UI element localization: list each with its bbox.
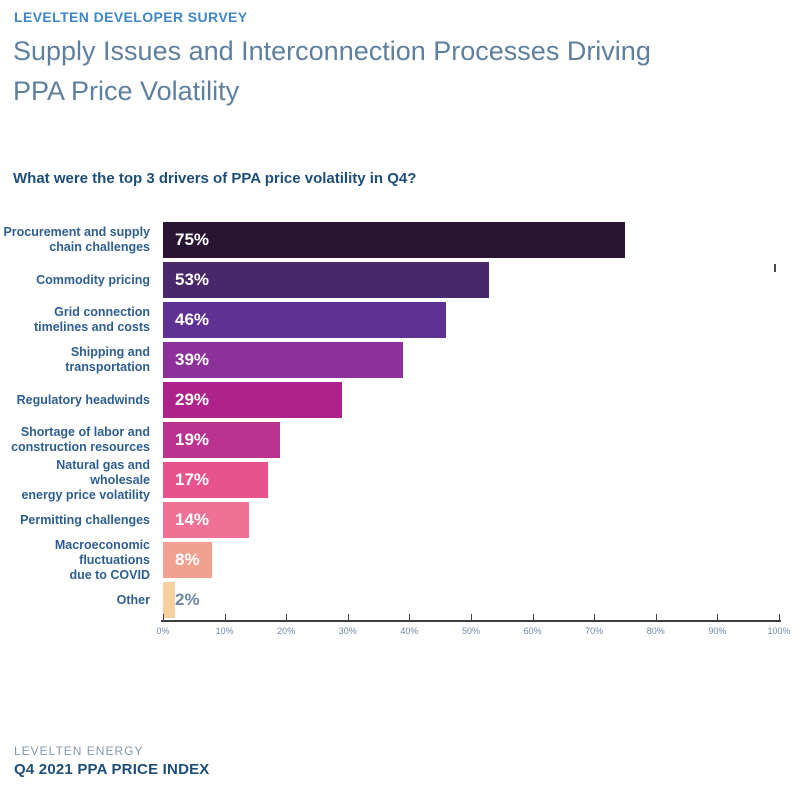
category-label: Shipping and transportation bbox=[65, 345, 150, 374]
bar-regulatory-headwinds: 29% bbox=[163, 382, 342, 418]
x-tick-label: 80% bbox=[646, 626, 665, 636]
page-title-line2: PPA Price Volatility bbox=[13, 76, 240, 106]
x-tick-label: 30% bbox=[338, 626, 357, 636]
bar-grid-connection: 46% bbox=[163, 302, 447, 338]
bar-natural-gas-volatility: 17% bbox=[163, 462, 268, 498]
bar-chart: Procurement and supply chain challenges … bbox=[0, 220, 800, 670]
x-axis: 0% 10% 20% 30% 40% 50% 60% 70% 80% 90% 1… bbox=[156, 614, 791, 642]
x-tick-label: 60% bbox=[523, 626, 542, 636]
bar-row: Other 2% bbox=[0, 580, 800, 620]
value-label: 39% bbox=[175, 350, 210, 369]
category-label: Other bbox=[116, 592, 150, 607]
survey-eyebrow: LEVELTEN DEVELOPER SURVEY bbox=[14, 9, 248, 25]
value-label: 8% bbox=[175, 550, 200, 569]
value-label: 2% bbox=[175, 590, 200, 609]
category-label: Permitting challenges bbox=[20, 512, 150, 527]
category-label: Procurement and supply chain challenges bbox=[3, 225, 150, 254]
value-label: 53% bbox=[175, 270, 210, 289]
value-label: 29% bbox=[175, 390, 210, 409]
footer-brand: LEVELTEN ENERGY bbox=[14, 744, 144, 758]
x-tick-label: 0% bbox=[156, 626, 170, 636]
chart-question: What were the top 3 drivers of PPA price… bbox=[13, 170, 417, 187]
value-label: 46% bbox=[175, 310, 210, 329]
footer-report-title: Q4 2021 PPA PRICE INDEX bbox=[14, 761, 210, 778]
category-label: Macroeconomic fluctuations due to COVID bbox=[54, 537, 150, 582]
bar-row: Commodity pricing 53% bbox=[0, 260, 800, 300]
x-tick-label: 100% bbox=[767, 626, 791, 636]
category-label: Commodity pricing bbox=[36, 272, 150, 287]
bar-row: Regulatory headwinds 29% bbox=[0, 380, 800, 420]
bar-shipping-transportation: 39% bbox=[163, 342, 404, 378]
footer: LEVELTEN ENERGY Q4 2021 PPA PRICE INDEX bbox=[14, 744, 210, 778]
bar-procurement-supply-chain: 75% bbox=[163, 222, 625, 258]
category-label: Grid connection timelines and costs bbox=[33, 305, 150, 334]
bar-row: Procurement and supply chain challenges … bbox=[0, 220, 800, 260]
category-label: Regulatory headwinds bbox=[16, 392, 150, 407]
bar-row: Macroeconomic fluctuations due to COVID … bbox=[0, 537, 800, 582]
bar-other: 2% bbox=[163, 582, 200, 618]
x-tick-label: 10% bbox=[215, 626, 234, 636]
value-label: 75% bbox=[175, 230, 210, 249]
value-label: 19% bbox=[175, 430, 210, 449]
value-label: 14% bbox=[175, 510, 210, 529]
artifact-mark bbox=[774, 264, 776, 272]
bar-macroeconomic-covid: 8% bbox=[163, 542, 213, 578]
category-label: Shortage of labor and construction resou… bbox=[11, 425, 150, 454]
value-label: 17% bbox=[175, 470, 210, 489]
x-tick-label: 20% bbox=[277, 626, 296, 636]
page-title-line1: Supply Issues and Interconnection Proces… bbox=[13, 36, 651, 66]
x-axis-line bbox=[161, 620, 781, 622]
x-tick-label: 50% bbox=[461, 626, 481, 636]
bar-row: Grid connection timelines and costs 46% bbox=[0, 300, 800, 340]
x-tick-label: 40% bbox=[400, 626, 419, 636]
bar-row: Natural gas and wholesale energy price v… bbox=[0, 457, 800, 502]
x-tick-label: 90% bbox=[708, 626, 727, 636]
bar-commodity-pricing: 53% bbox=[163, 262, 490, 298]
x-tick-label: 70% bbox=[585, 626, 604, 636]
bar-row: Shipping and transportation 39% bbox=[0, 340, 800, 380]
bar-permitting-challenges: 14% bbox=[163, 502, 250, 538]
category-label: Natural gas and wholesale energy price v… bbox=[21, 457, 150, 502]
bar-row: Shortage of labor and construction resou… bbox=[0, 420, 800, 460]
bar-labor-shortage: 19% bbox=[163, 422, 281, 458]
page-title: Supply Issues and Interconnection Proces… bbox=[13, 31, 651, 111]
bar-row: Permitting challenges 14% bbox=[0, 500, 800, 540]
